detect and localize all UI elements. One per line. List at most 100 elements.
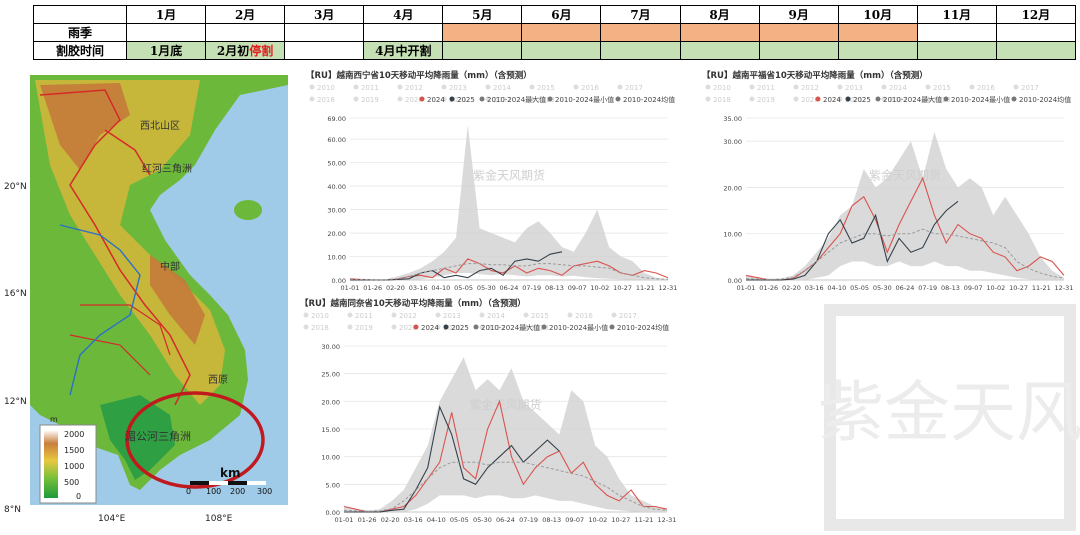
legend-marker xyxy=(473,324,479,330)
table-cell xyxy=(521,41,602,60)
table-cell xyxy=(758,41,839,60)
region-borders xyxy=(39,89,191,406)
x-tick-label: 02-20 xyxy=(381,516,400,524)
legend-item: 2010-2024最大值 xyxy=(481,323,540,332)
legend-marker xyxy=(925,96,931,102)
legend-marker xyxy=(397,84,403,90)
x-tick-label: 01-01 xyxy=(341,284,360,292)
x-tick-label: 10-02 xyxy=(588,516,607,524)
max-min-band xyxy=(746,131,1064,280)
x-tick-label: 03-16 xyxy=(404,516,423,524)
legend-marker xyxy=(845,96,851,102)
x-tick-label: 09-07 xyxy=(568,284,587,292)
brand-watermark: 紫金天风 xyxy=(820,304,1080,531)
x-tick-label: 11-21 xyxy=(1032,284,1051,292)
legend-unit: m xyxy=(50,415,58,424)
legend-marker xyxy=(391,324,397,330)
scale-value: 100 xyxy=(206,487,221,496)
table-cell xyxy=(679,23,760,42)
month-header: 1月 xyxy=(125,5,207,24)
vietnam-terrain-map: 西北山区 红河三角洲 中部 西原 湄公河三角洲 20°N 16°N 12°N 8… xyxy=(4,75,288,524)
row-label: 雨季 xyxy=(33,23,127,42)
legend-value: 0 xyxy=(76,492,81,501)
legend-marker xyxy=(749,84,755,90)
x-tick-label: 10-27 xyxy=(611,516,630,524)
legend-marker xyxy=(881,84,887,90)
legend-item: 2023 xyxy=(933,96,951,104)
x-tick-label: 04-10 xyxy=(427,516,446,524)
x-tick-label: 05-30 xyxy=(473,516,492,524)
elevation-color-bar xyxy=(44,430,58,498)
y-tick-label: 60.00 xyxy=(327,136,346,144)
scale-value: 200 xyxy=(230,487,245,496)
x-tick-label: 06-24 xyxy=(500,284,519,292)
month-header: 11月 xyxy=(916,5,997,24)
x-tick-label: 06-24 xyxy=(496,516,515,524)
rain-chart-dong-nai: 【RU】越南同奈省10天移动平均降雨量（mm）（含预测） 2010 2011 2012… xyxy=(300,298,676,524)
table-cell xyxy=(916,23,997,42)
x-tick-label: 07-19 xyxy=(522,284,541,292)
mekong-delta xyxy=(100,395,175,480)
legend-marker xyxy=(875,96,881,102)
y-tick-label: 0.00 xyxy=(332,277,346,285)
legend-item: 2010-2024最大值 xyxy=(487,95,546,104)
legend-marker xyxy=(837,96,843,102)
y-tick-label: 69.00 xyxy=(327,115,346,123)
tapping-time-row: 割胶时间 1月底 2月初停割 4月中开割 xyxy=(33,41,1077,60)
legend-item: 2020 xyxy=(399,324,417,332)
legend-item: 2013 xyxy=(443,312,461,320)
mountains xyxy=(40,83,205,345)
y-tick-label: 30.00 xyxy=(327,207,346,215)
lat-label: 20°N xyxy=(4,182,27,192)
legend-item: 2012 xyxy=(399,312,417,320)
legend-marker xyxy=(485,96,491,102)
legend-item: 2024 xyxy=(823,96,841,104)
month-header: 3月 xyxy=(284,5,365,24)
table-cell xyxy=(442,41,523,60)
table-cell xyxy=(916,41,997,60)
legend-item: 2011 xyxy=(361,84,379,92)
place-label: 中部 xyxy=(160,260,180,273)
legend-marker xyxy=(435,312,441,318)
mekong-river xyxy=(59,224,141,396)
legend-marker xyxy=(705,96,711,102)
place-label: 红河三角洲 xyxy=(142,162,192,175)
cell-highlight: 停割 xyxy=(249,44,274,58)
x-tick-label: 05-05 xyxy=(450,516,469,524)
legend-item: 2015 xyxy=(933,84,951,92)
legend-marker xyxy=(413,324,419,330)
y-tick-label: 15.00 xyxy=(321,426,340,434)
legend-item: 2019 xyxy=(361,96,379,104)
legend-marker xyxy=(925,84,931,90)
table-cell xyxy=(600,41,681,60)
legend-item: 2016 xyxy=(581,84,599,92)
legend-item: 2024 xyxy=(421,324,439,332)
table-cell xyxy=(679,41,760,60)
x-tick-label: 05-30 xyxy=(873,284,892,292)
x-tick-label: 10-27 xyxy=(1009,284,1028,292)
table-cell xyxy=(837,41,918,60)
series-line-2024 xyxy=(343,399,668,513)
x-tick-label: 01-01 xyxy=(335,516,354,524)
legend-item: 2014 xyxy=(487,312,505,320)
legend-item: 2022 xyxy=(493,96,511,104)
legend-marker xyxy=(617,84,623,90)
legend-marker xyxy=(547,96,553,102)
legend-item: 2010-2024最大值 xyxy=(883,95,942,104)
chart-watermark: 紫金天风期货 xyxy=(469,397,541,412)
table-cell xyxy=(995,41,1077,60)
legend-marker xyxy=(749,96,755,102)
place-label: 湄公河三角洲 xyxy=(125,430,191,443)
month-header: 6月 xyxy=(521,5,602,24)
month-header: 4月 xyxy=(363,5,444,24)
legend-item: 2013 xyxy=(449,84,467,92)
max-min-band xyxy=(350,125,668,280)
cell-text: 2月初 xyxy=(216,44,250,58)
legend-item: 2025 xyxy=(457,96,475,104)
legend-marker xyxy=(529,96,535,102)
table-cell xyxy=(284,23,365,42)
table-cell xyxy=(442,23,523,42)
legend-marker xyxy=(353,84,359,90)
legend-marker xyxy=(523,312,529,318)
x-tick-label: 01-01 xyxy=(737,284,756,292)
